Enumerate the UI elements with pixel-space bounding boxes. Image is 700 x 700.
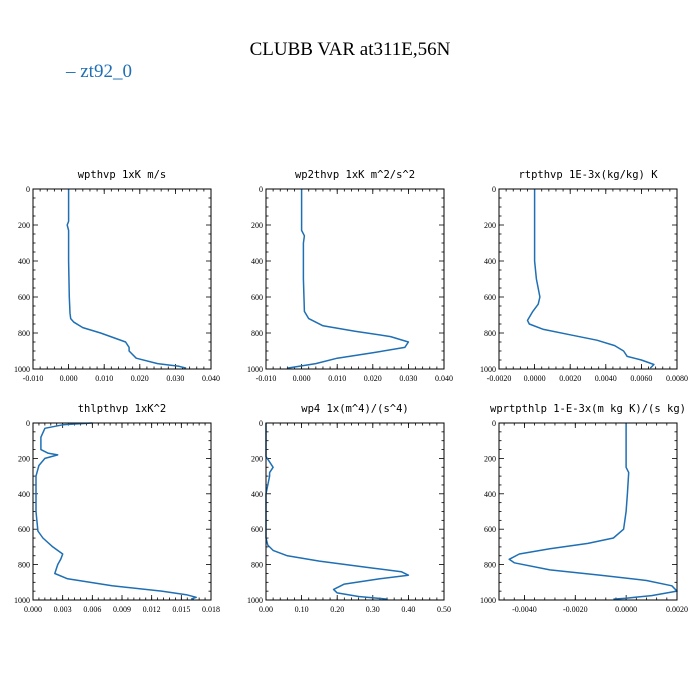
- series-line: [526, 189, 655, 369]
- y-tick-label: 1000: [480, 596, 496, 605]
- panel-title: wp4 1x(m^4)/(s^4): [301, 403, 408, 415]
- x-tick-label: 0.00: [259, 605, 273, 614]
- x-tick-label: 0.40: [401, 605, 415, 614]
- x-tick-label: 0.0000: [524, 374, 546, 383]
- plot-frame: [265, 422, 445, 601]
- x-tick-label: 0.000: [293, 374, 311, 383]
- series-line: [287, 189, 410, 369]
- x-tick-label: -0.010: [23, 374, 44, 383]
- x-tick-label: 0.010: [328, 374, 346, 383]
- y-tick-label: 200: [251, 221, 263, 230]
- x-tick-label: 0.015: [172, 605, 190, 614]
- panel-title: wprtpthlp 1-E-3x(m kg K)/(s kg): [490, 403, 686, 415]
- y-tick-label: 800: [484, 329, 496, 338]
- x-tick-label: 0.040: [202, 374, 220, 383]
- x-tick-label: 0.10: [295, 605, 309, 614]
- x-tick-label: 0.0020: [666, 605, 688, 614]
- y-tick-label: 200: [251, 454, 263, 463]
- y-tick-label: 600: [484, 525, 496, 534]
- y-tick-label: 800: [18, 561, 30, 570]
- x-tick-label: -0.0040: [512, 605, 537, 614]
- y-tick-label: 200: [484, 221, 496, 230]
- panels: wpthvp 1xK m/s-0.010 0.000 0.010 0.020 0.030…: [14, 169, 688, 614]
- x-tick-label: 0.030: [166, 374, 184, 383]
- x-tick-label: 0.000: [60, 374, 78, 383]
- x-tick-label: 0.30: [366, 605, 380, 614]
- panel-1: wpthvp 1xK m/s -0.010 0.000 0.010 0.020 0.030…: [14, 169, 220, 383]
- x-tick-label: 0.000: [24, 605, 42, 614]
- panel-5: wp4 1x(m^4)/(s^4) 0.00 0.10 0.20 0.30 0.40 0.5…: [247, 403, 451, 614]
- y-tick-label: 1000: [14, 596, 30, 605]
- y-tick-label: 600: [18, 293, 30, 302]
- plot-frame: [265, 188, 445, 370]
- y-tick-label: 400: [484, 257, 496, 266]
- x-tick-label: -0.0020: [487, 374, 512, 383]
- panel-4: thlpthvp 1xK^2 0.000 0.003 0.006 0.009 0.012 0…: [14, 403, 220, 614]
- x-tick-label: 0.003: [54, 605, 72, 614]
- series-line: [35, 422, 197, 600]
- x-tick-label: 0.0040: [595, 374, 617, 383]
- x-tick-label: 0.010: [95, 374, 113, 383]
- y-tick-label: 400: [251, 490, 263, 499]
- panel-title: wp2thvp 1xK m^2/s^2: [295, 169, 415, 181]
- y-tick-label: 1000: [247, 596, 263, 605]
- x-tick-label: 0.50: [437, 605, 451, 614]
- y-tick-label: 0: [492, 185, 496, 194]
- x-tick-label: 0.030: [399, 374, 417, 383]
- y-tick-label: 1000: [247, 365, 263, 374]
- panel-3: rtpthvp 1E-3x(kg/kg) K -0.0020 0.0000 0.002…: [480, 169, 688, 383]
- x-tick-label: 0.0000: [615, 605, 637, 614]
- figure-title: CLUBB VAR at311E,56N: [250, 39, 451, 60]
- y-tick-label: 200: [18, 221, 30, 230]
- panel-title: rtpthvp 1E-3x(kg/kg) K: [518, 169, 658, 181]
- panel-6: wprtpthlp 1-E-3x(m kg K)/(s kg) -0.0040 -0…: [480, 403, 688, 614]
- y-tick-label: 200: [484, 454, 496, 463]
- x-tick-label: 0.20: [330, 605, 344, 614]
- legend-entry: – zt92_0: [65, 61, 132, 82]
- y-tick-label: 800: [251, 329, 263, 338]
- y-tick-label: 800: [18, 329, 30, 338]
- y-tick-label: 800: [251, 561, 263, 570]
- y-tick-label: 0: [492, 419, 496, 428]
- x-tick-label: 0.009: [113, 605, 131, 614]
- y-tick-label: 0: [259, 419, 263, 428]
- x-tick-label: 0.006: [83, 605, 101, 614]
- y-tick-label: 0: [26, 419, 30, 428]
- x-tick-label: 0.018: [202, 605, 220, 614]
- x-tick-label: 0.012: [143, 605, 161, 614]
- plot-frame: [32, 422, 212, 601]
- plot-frame: [498, 188, 678, 370]
- y-tick-label: 600: [251, 293, 263, 302]
- series-line: [508, 423, 678, 600]
- y-tick-label: 600: [484, 293, 496, 302]
- y-tick-label: 400: [251, 257, 263, 266]
- y-tick-label: 800: [484, 561, 496, 570]
- y-tick-label: 1000: [14, 365, 30, 374]
- y-tick-label: 400: [18, 490, 30, 499]
- y-tick-label: 1000: [480, 365, 496, 374]
- y-tick-label: 400: [484, 490, 496, 499]
- x-tick-label: 0.0020: [559, 374, 581, 383]
- x-tick-label: 0.020: [364, 374, 382, 383]
- x-tick-label: 0.040: [435, 374, 453, 383]
- y-tick-label: 600: [251, 525, 263, 534]
- plot-frame: [32, 188, 212, 370]
- x-tick-label: 0.0060: [630, 374, 652, 383]
- panel-2: wp2thvp 1xK m^2/s^2 -0.010 0.000 0.010 0.020…: [247, 169, 453, 383]
- panel-title: thlpthvp 1xK^2: [78, 403, 167, 415]
- y-tick-label: 600: [18, 525, 30, 534]
- x-tick-label: -0.0020: [563, 605, 588, 614]
- series-line: [66, 189, 187, 369]
- y-tick-label: 400: [18, 257, 30, 266]
- y-tick-label: 200: [18, 454, 30, 463]
- y-tick-label: 0: [26, 185, 30, 194]
- plot-frame: [498, 422, 678, 601]
- x-tick-label: -0.010: [256, 374, 277, 383]
- x-tick-label: 0.0080: [666, 374, 688, 383]
- y-tick-label: 0: [259, 185, 263, 194]
- x-tick-label: 0.020: [131, 374, 149, 383]
- panel-title: wpthvp 1xK m/s: [78, 169, 167, 181]
- series-line: [265, 423, 410, 600]
